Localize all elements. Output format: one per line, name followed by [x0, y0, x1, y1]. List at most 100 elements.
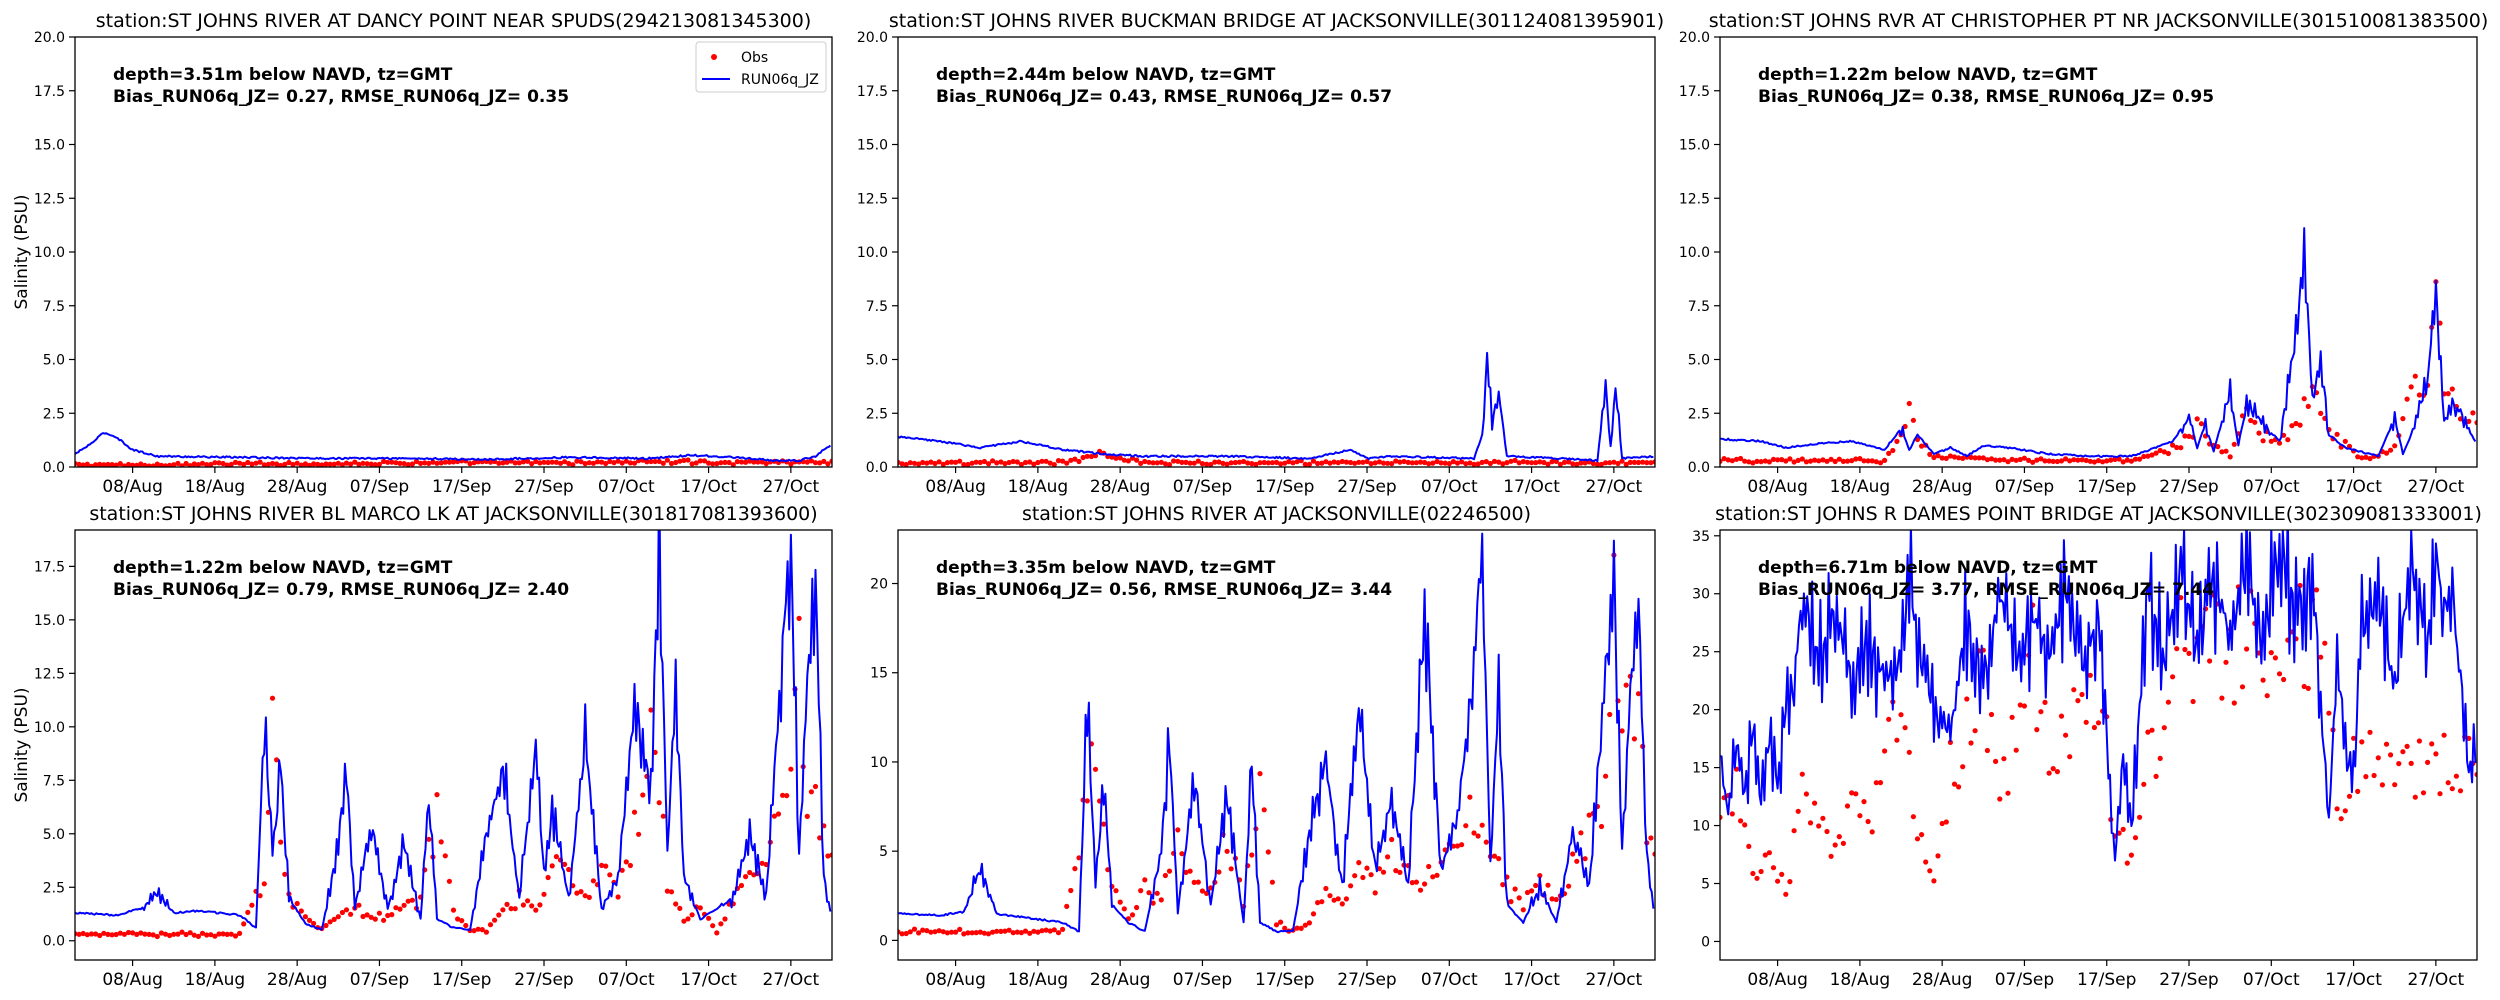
obs-point — [2017, 456, 2023, 463]
obs-point — [109, 462, 115, 467]
x-tick-label: 08/Aug — [925, 970, 986, 990]
x-tick-label: 27/Oct — [1585, 970, 1642, 990]
obs-point — [706, 915, 712, 921]
obs-point — [2198, 421, 2204, 427]
obs-point — [224, 462, 230, 467]
obs-point — [1051, 927, 1057, 933]
obs-point — [747, 869, 753, 876]
y-tick-label: 7.5 — [866, 299, 888, 315]
y-tick-label: 12.5 — [34, 191, 65, 207]
obs-point — [2470, 410, 2476, 416]
obs-point — [928, 929, 934, 935]
obs-point — [1578, 460, 1584, 466]
obs-point — [409, 461, 415, 467]
obs-point — [1076, 458, 1082, 465]
obs-point — [2466, 735, 2472, 742]
legend-model-label: RUN06q_JZ — [741, 72, 819, 88]
y-tick-label: 12.5 — [34, 666, 65, 682]
obs-point — [150, 463, 156, 467]
obs-point — [401, 461, 407, 467]
obs-point — [1968, 740, 1974, 746]
obs-point — [2239, 684, 2246, 690]
obs-point — [364, 912, 370, 918]
obs-point — [471, 928, 477, 934]
obs-point — [1520, 459, 1526, 465]
obs-point — [2165, 450, 2171, 457]
obs-point — [652, 458, 658, 465]
obs-point — [1935, 853, 1941, 859]
obs-point — [1290, 460, 1296, 466]
obs-point — [1820, 815, 1826, 821]
obs-point — [1142, 877, 1148, 883]
obs-point — [1306, 920, 1312, 926]
obs-point — [241, 921, 247, 927]
obs-point — [2408, 760, 2414, 767]
obs-point — [2412, 373, 2418, 379]
y-tick-label: 0 — [1701, 934, 1710, 950]
obs-point — [2276, 671, 2283, 677]
obs-point — [1824, 828, 1830, 835]
obs-point — [627, 460, 634, 466]
obs-point — [1869, 458, 1875, 464]
obs-point — [1520, 907, 1526, 913]
obs-point — [1060, 926, 1066, 933]
obs-point — [208, 932, 214, 938]
obs-point — [93, 931, 99, 937]
subplot-2: station:ST JOHNS RIVER BUCKMAN BRIDGE AT… — [857, 10, 1664, 497]
x-tick-label: 28/Aug — [267, 477, 328, 497]
y-tick-label: 17.5 — [34, 84, 65, 100]
obs-point — [1927, 451, 1933, 457]
obs-point — [2087, 458, 2093, 464]
obs-point — [1927, 868, 1933, 874]
obs-point — [2013, 457, 2019, 463]
obs-point — [689, 461, 695, 467]
obs-point — [627, 862, 634, 869]
series-model-line — [75, 530, 832, 932]
obs-point — [1623, 682, 1629, 688]
x-tick-label: 08/Aug — [1747, 970, 1808, 990]
obs-point — [1257, 771, 1263, 777]
obs-point — [615, 894, 621, 900]
obs-point — [1491, 853, 1498, 859]
x-tick-label: 07/Oct — [2243, 970, 2300, 990]
obs-point — [2194, 416, 2200, 422]
obs-point — [2412, 794, 2418, 800]
obs-point — [936, 459, 942, 465]
obs-point — [455, 916, 461, 922]
obs-point — [1446, 461, 1452, 467]
obs-point — [311, 920, 317, 927]
obs-point — [2021, 455, 2027, 461]
obs-point — [434, 792, 440, 798]
obs-point — [1360, 874, 1366, 881]
obs-point — [360, 913, 366, 920]
obs-point — [2223, 659, 2229, 665]
obs-point — [1516, 895, 1522, 901]
obs-point — [1964, 696, 1970, 702]
obs-point — [1348, 883, 1354, 889]
obs-point — [2095, 720, 2102, 726]
obs-point — [191, 461, 197, 467]
obs-point — [1512, 457, 1518, 463]
obs-point — [516, 460, 522, 466]
obs-point — [2260, 677, 2266, 683]
obs-point — [269, 695, 276, 701]
obs-point — [1931, 878, 1937, 884]
obs-point — [1849, 790, 1855, 796]
obs-point — [1265, 849, 1271, 855]
obs-point — [1877, 460, 1884, 466]
subplot-5: station:ST JOHNS RIVER AT JACKSONVILLE(0… — [870, 503, 1656, 990]
obs-point — [2124, 457, 2130, 463]
obs-point — [2272, 655, 2278, 661]
obs-point — [1253, 461, 1259, 467]
obs-point — [2083, 457, 2089, 463]
obs-point — [2404, 743, 2410, 750]
obs-point — [2079, 457, 2085, 463]
x-tick-label: 27/Sep — [514, 970, 573, 990]
obs-point — [1758, 868, 1764, 875]
obs-point — [1339, 901, 1345, 907]
obs-point — [1179, 459, 1185, 465]
subplot-title: station:ST JOHNS RIVER BL MARCO LK AT JA… — [89, 503, 817, 525]
obs-point — [385, 912, 391, 919]
obs-point — [1840, 840, 1846, 847]
obs-point — [2392, 443, 2398, 449]
